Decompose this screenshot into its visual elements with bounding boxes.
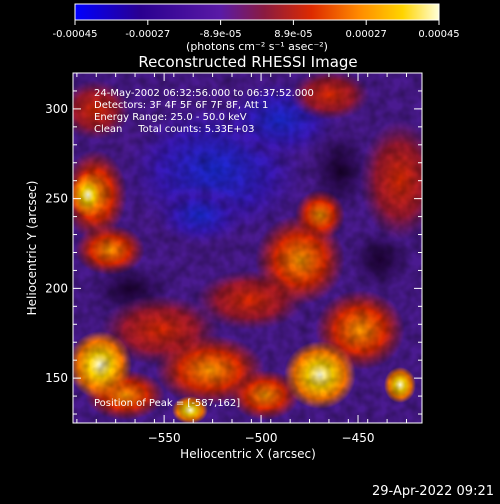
colorbar: -0.00045 -0.00027 -8.9e-05 8.9e-05 0.00027 0.… [53,3,460,53]
colorbar-tick-label: 8.9e-05 [274,29,312,40]
y-tick-label: 150 [45,371,68,385]
x-tick-label: −500 [245,431,278,445]
annotation-time-range: 24-May-2002 06:32:56.000 to 06:37:52.000 [94,88,314,99]
x-axis-label: Heliocentric X (arcsec) [180,447,316,461]
x-tick-label: −550 [148,431,181,445]
y-tick-label: 300 [45,102,68,116]
x-tick-label: −450 [342,431,375,445]
chart-title: Reconstructed RHESSI Image [138,53,357,71]
colorbar-tick-label: -0.00045 [53,29,98,40]
annotation-energy-range: Energy Range: 25.0 - 50.0 keV [94,112,247,123]
colorbar-tick-label: 0.00045 [418,29,459,40]
annotation-clean-counts: Clean Total counts: 5.33E+03 [94,124,254,135]
colorbar-unit-label: (photons cm⁻² s⁻¹ asec⁻²) [186,40,328,53]
y-axis: 150 200 250 300 [45,72,422,415]
colorbar-tick-label: -0.00027 [125,29,170,40]
x-axis: −550 −500 −450 [76,73,407,445]
colorbar-tick-label: 0.00027 [346,29,387,40]
y-tick-label: 250 [45,192,68,206]
observation-info: 24-May-2002 06:32:56.000 to 06:37:52.000… [94,88,314,135]
plot-timestamp: 29-Apr-2022 09:21 [372,484,494,499]
colorbar-gradient [74,3,440,21]
peak-position-label: Position of Peak = [-587,162] [94,398,240,409]
y-tick-label: 200 [45,281,68,295]
image-panel [72,72,423,424]
y-axis-label: Heliocentric Y (arcsec) [25,181,39,316]
colorbar-tick-label: -8.9e-05 [200,29,242,40]
annotation-detectors: Detectors: 3F 4F 5F 6F 7F 8F, Att 1 [94,100,268,111]
